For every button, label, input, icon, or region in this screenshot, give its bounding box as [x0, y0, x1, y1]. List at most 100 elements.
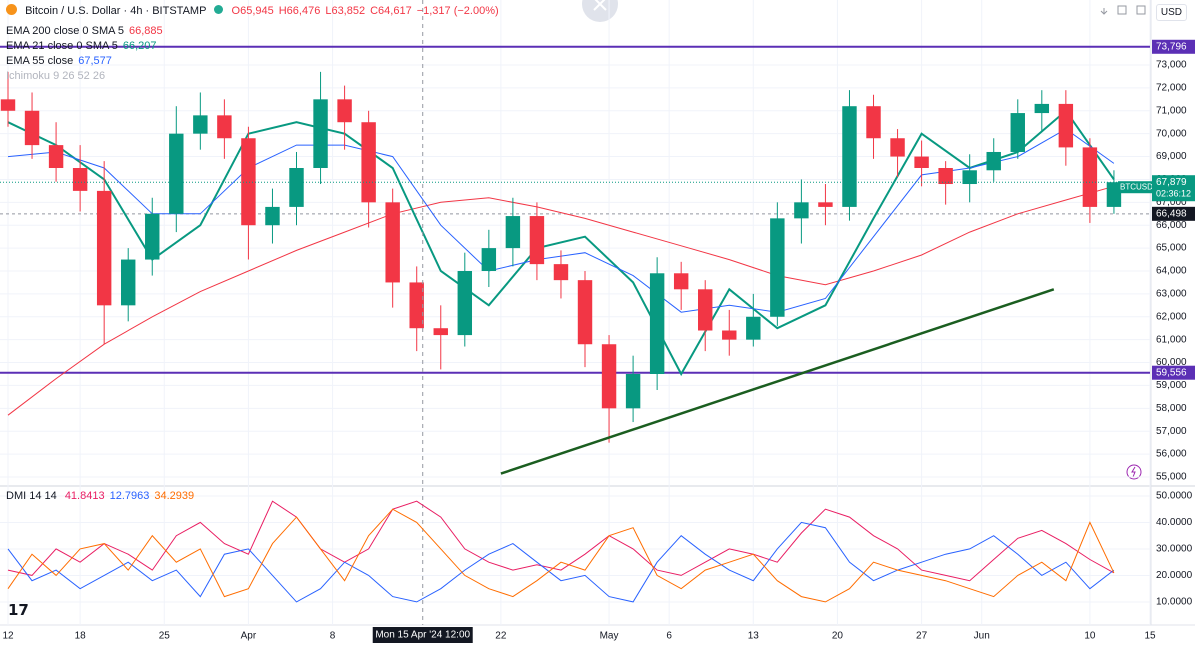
candle-body: [553, 264, 569, 281]
candle-body: [169, 133, 184, 214]
grid: [0, 0, 1151, 625]
last-price-label: 67,879: [1156, 177, 1187, 188]
maximize-icon[interactable]: [1117, 5, 1127, 15]
y-tick-label: 69,000: [1156, 151, 1187, 162]
y-tick-label: 40.0000: [1156, 517, 1193, 528]
x-tick-label: 22: [495, 631, 507, 642]
candle-body: [1082, 147, 1098, 207]
candle-body: [120, 259, 136, 306]
candle-body: [866, 106, 881, 139]
legend-row[interactable]: EMA 200 close 0 SMA 5 66,885: [6, 24, 168, 39]
legend-row[interactable]: EMA 55 close 67,577: [6, 54, 168, 69]
y-tick-label: 61,000: [1156, 334, 1187, 345]
candle-body: [986, 151, 1001, 171]
candle-body: [625, 373, 641, 409]
y-tick-label: 73,000: [1156, 60, 1187, 71]
x-tick-label: 18: [75, 631, 87, 642]
legend-value: 34.2939: [154, 490, 195, 502]
candle-body: [409, 282, 424, 329]
price-label: 66,498: [1156, 208, 1187, 219]
legend-value: 67,577: [78, 55, 112, 67]
x-tick-label: Apr: [241, 631, 257, 642]
candle-body: [265, 206, 280, 226]
price-label-box: [1152, 206, 1195, 221]
dmi-line: [7, 508, 1115, 603]
legend-row[interactable]: EMA 21 close 0 SMA 5 66,207: [6, 39, 168, 54]
dmi-legend: DMI 14 14 41.8413 12.7963 34.2939: [6, 489, 199, 504]
close-icon[interactable]: [593, 0, 607, 11]
y-tick-label: 57,000: [1156, 426, 1187, 437]
y-tick-label: 65,000: [1156, 243, 1187, 254]
candle-body: [770, 218, 785, 317]
currency[interactable]: USD: [1160, 7, 1182, 18]
y-tick-label: 64,000: [1156, 266, 1187, 277]
bitcoin-icon: [6, 4, 17, 15]
candle-body: [649, 273, 665, 374]
candle-body: [48, 145, 64, 168]
x-tick-label: 27: [916, 631, 928, 642]
x-tick-label: 10: [1084, 631, 1096, 642]
candle-body: [385, 202, 400, 283]
x-tick-label: 8: [330, 631, 336, 642]
symbol-header: Bitcoin / U.S. Dollar · 4h · BITSTAMP O6…: [6, 4, 504, 19]
download-icon[interactable]: [1100, 8, 1108, 15]
legend-value: 12.7963: [109, 490, 150, 502]
candle-body: [1106, 182, 1122, 207]
candle-body: [601, 344, 617, 409]
y-tick-label: 10.0000: [1156, 597, 1193, 608]
candle-body: [24, 110, 40, 146]
symbol-title: Bitcoin / U.S. Dollar · 4h · BITSTAMP: [25, 5, 207, 17]
fullscreen-icon[interactable]: [1136, 5, 1146, 15]
indicator-line: [7, 109, 1115, 377]
x-tick-label: 6: [666, 631, 672, 642]
candle-body: [217, 115, 232, 139]
x-tick-label: Jun: [974, 631, 990, 642]
y-tick-label: 70,000: [1156, 128, 1187, 139]
legend-row[interactable]: Ichimoku 9 26 52 26: [6, 69, 168, 84]
candle-body: [914, 156, 929, 168]
candle-body: [842, 106, 857, 207]
alert-circle[interactable]: [1126, 464, 1142, 480]
price-label-box: [1152, 39, 1195, 54]
candle-body: [818, 202, 833, 207]
y-tick-label: 20.0000: [1156, 570, 1193, 581]
candle-body: [481, 248, 497, 271]
axes: 12 18 25 Apr 8 22 May 6 13 20 27 Jun 10 15 55,000 56,00…: [2, 39, 1195, 643]
symbol-label-box: [1118, 181, 1152, 194]
candle-body: [1010, 113, 1025, 152]
y-tick-label: 66,000: [1156, 220, 1187, 231]
candle-body: [794, 202, 809, 219]
dmi-line: [7, 521, 1115, 603]
currency-button[interactable]: USD: [1155, 4, 1187, 21]
candle-body: [890, 138, 905, 157]
candle-body: [698, 289, 713, 331]
legend-name: EMA 200 close 0 SMA 5: [6, 25, 125, 37]
crosshair-label-box: [372, 627, 473, 643]
toolbar-icons[interactable]: [1100, 5, 1146, 15]
countdown-label: 02:36:12: [1156, 189, 1191, 199]
indicator-legend: EMA 200 close 0 SMA 5 66,885 EMA 21 close …: [6, 24, 168, 84]
legend-value: 41.8413: [64, 490, 105, 502]
ohlc-value: H66,476: [278, 5, 321, 17]
indicator-line: [7, 185, 1115, 416]
y-tick-label: 67,000: [1156, 197, 1187, 208]
candle-body: [457, 270, 473, 336]
candle-body: [193, 115, 208, 134]
candle-body: [962, 170, 977, 185]
x-tick-label: 13: [748, 631, 760, 642]
dmi-title: DMI 14 14: [6, 490, 57, 502]
x-tick-label: May: [600, 631, 619, 642]
alert-bolt[interactable]: [1131, 466, 1136, 478]
candle-body: [746, 316, 761, 340]
legend-name: Ichimoku 9 26 52 26: [6, 70, 106, 82]
candle-body: [722, 330, 737, 340]
legend-name: EMA 55 close: [6, 55, 74, 67]
candle-body: [289, 167, 304, 207]
y-tick-label: 63,000: [1156, 289, 1187, 300]
alert-icon[interactable]: [1126, 464, 1142, 480]
ohlc-value: L63,852: [325, 5, 366, 17]
candle-body: [361, 122, 376, 203]
